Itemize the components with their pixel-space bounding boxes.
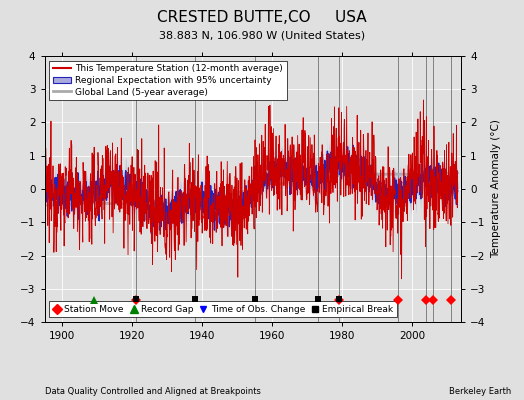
Y-axis label: Temperature Anomaly (°C): Temperature Anomaly (°C) [491, 120, 501, 258]
Text: Berkeley Earth: Berkeley Earth [449, 387, 511, 396]
Legend: Station Move, Record Gap, Time of Obs. Change, Empirical Break: Station Move, Record Gap, Time of Obs. C… [49, 301, 397, 318]
Text: 38.883 N, 106.980 W (United States): 38.883 N, 106.980 W (United States) [159, 30, 365, 40]
Text: CRESTED BUTTE,CO     USA: CRESTED BUTTE,CO USA [157, 10, 367, 25]
Text: Data Quality Controlled and Aligned at Breakpoints: Data Quality Controlled and Aligned at B… [45, 387, 260, 396]
